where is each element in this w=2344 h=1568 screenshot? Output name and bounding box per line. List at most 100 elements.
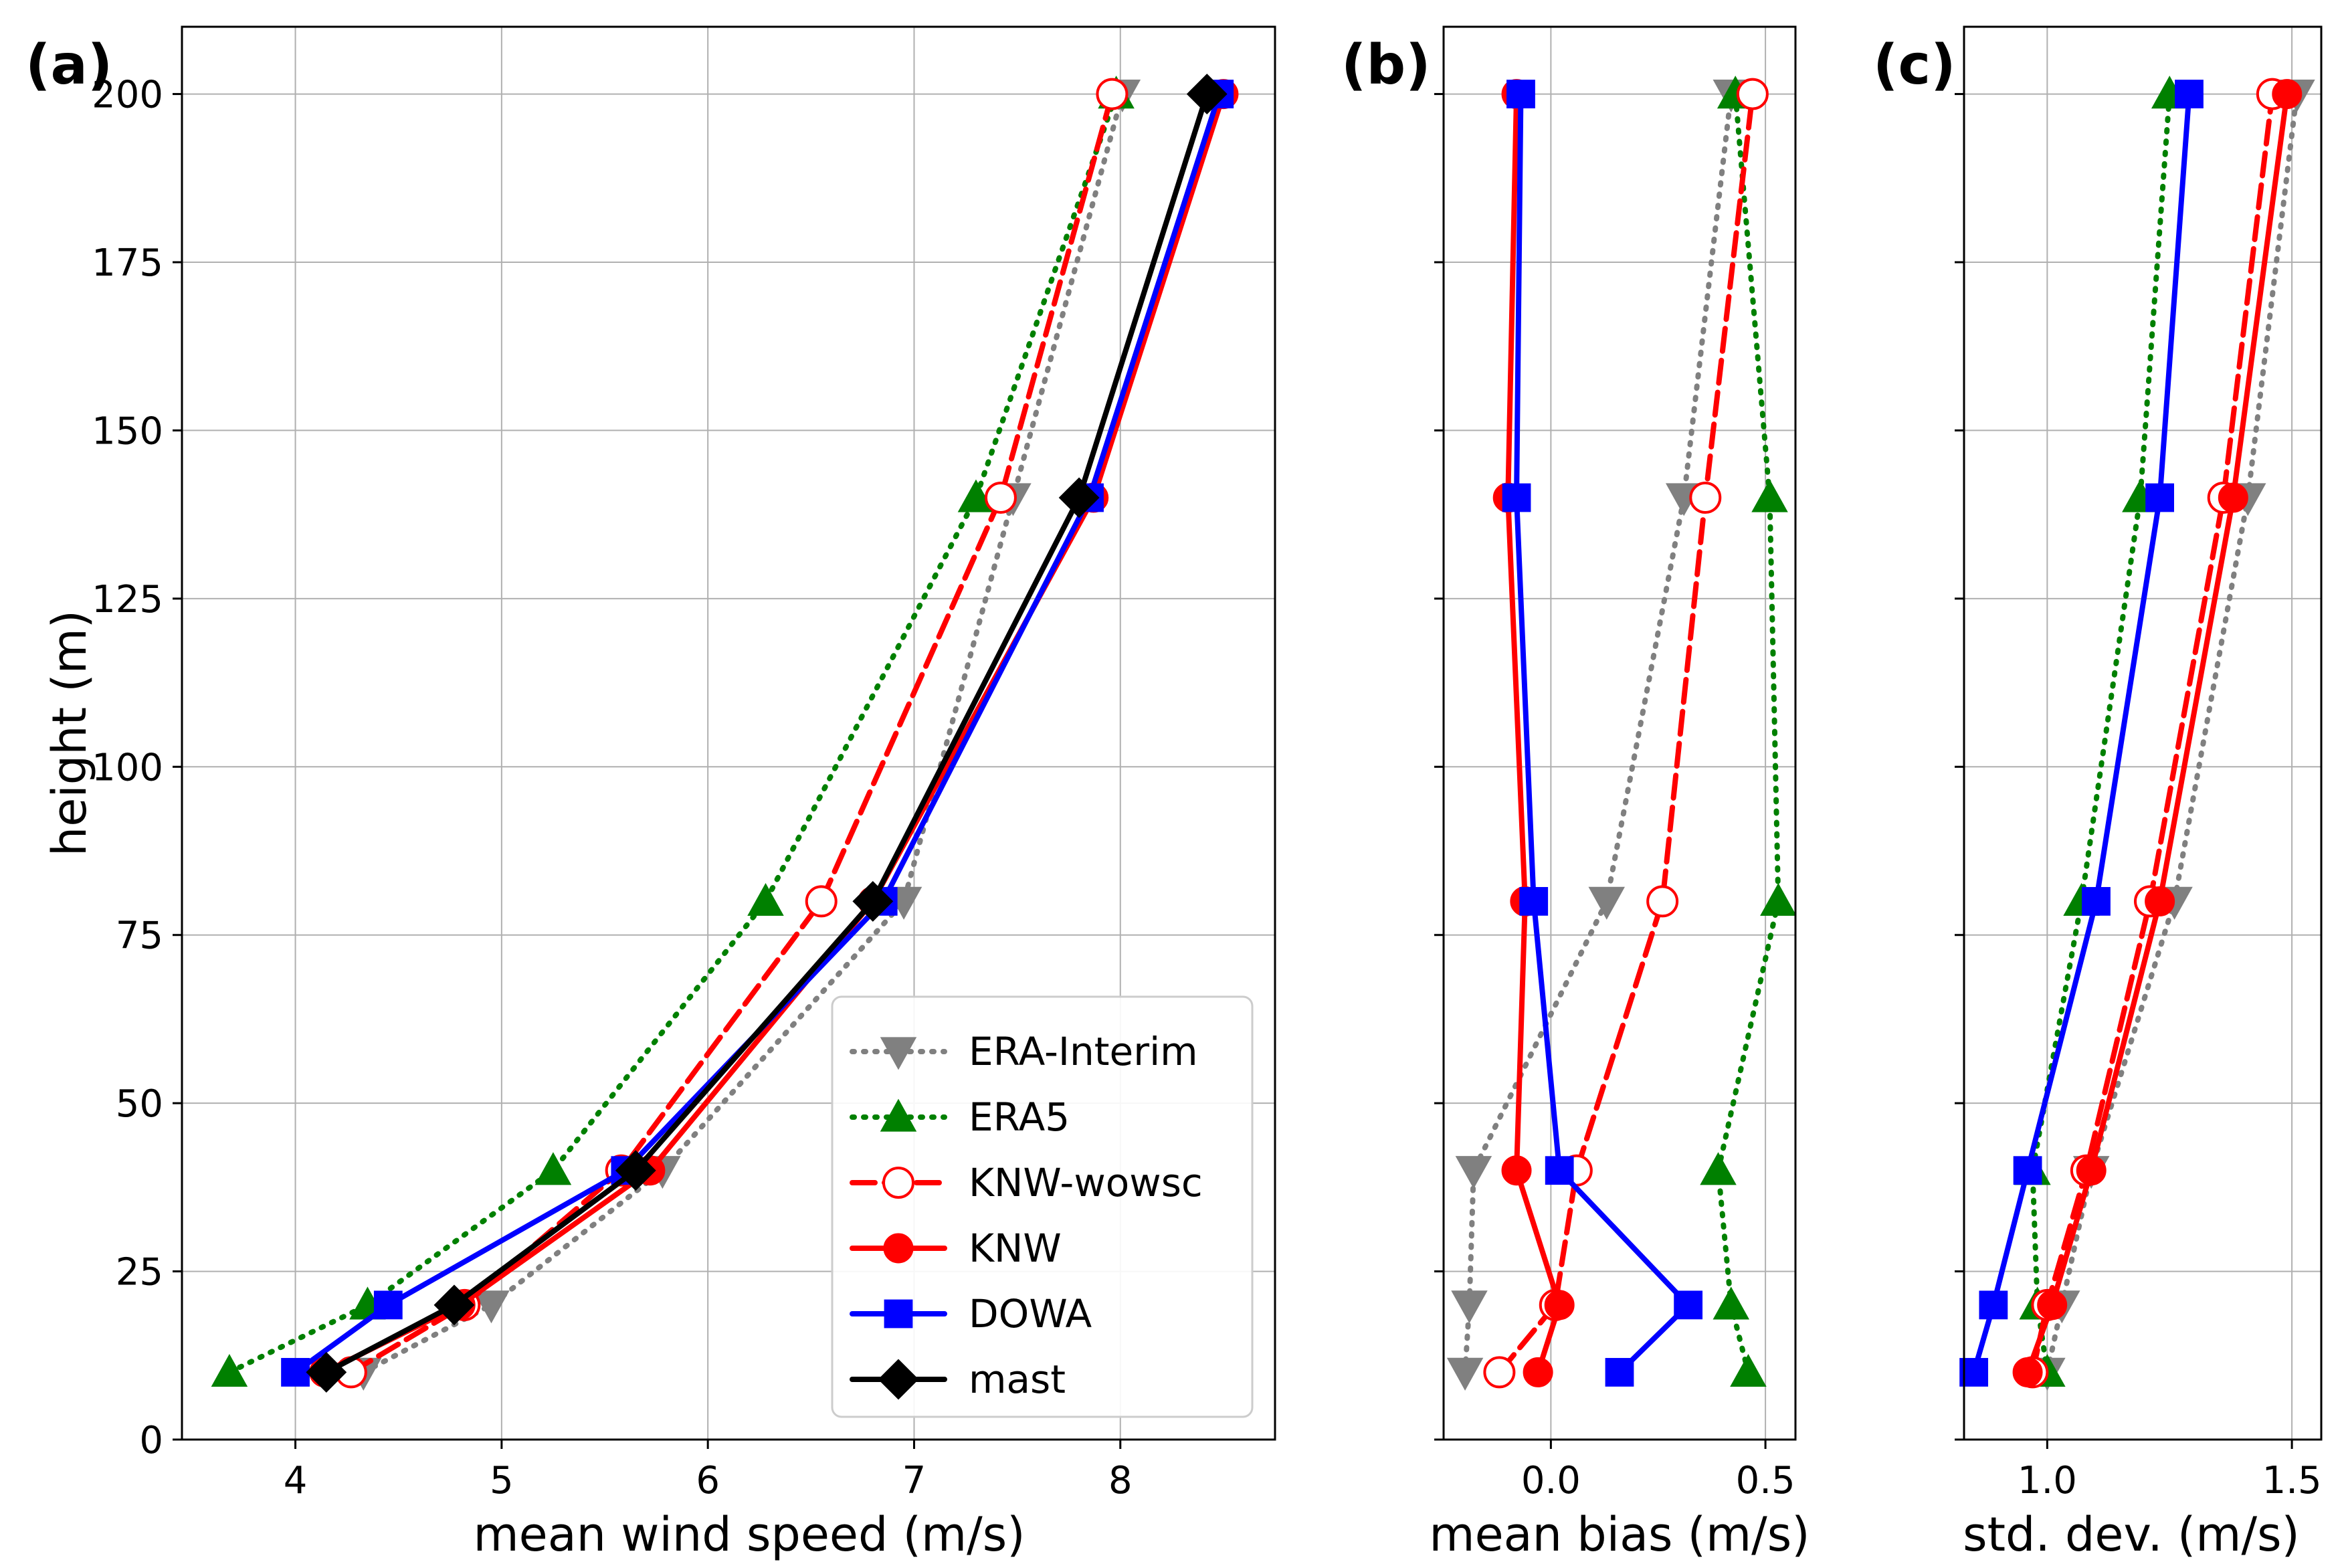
panel-a-xlabel: mean wind speed (m/s) [473,1507,1025,1562]
panel-a-xticks: 4 5 6 7 8 [284,1440,1133,1502]
panel-b-dowa-marker [1506,80,1535,108]
panel-b-era5-marker [1700,1152,1737,1185]
panel-a-mast-marker [1058,477,1100,518]
panel-a-ytick-label: 25 [116,1251,163,1294]
panel-a-ytick-label: 125 [92,578,163,621]
panel-a-ytick-label: 100 [92,746,163,789]
panel-b-dowa-marker [1545,1156,1574,1185]
legend-knw-wowsc-label: KNW-wowsc [969,1160,1203,1205]
panel-c-xlabel: std. dev. (m/s) [1963,1507,2300,1562]
panel-a-mast-marker [306,1352,347,1393]
panel-a-era-interim-marker [473,1290,510,1324]
panel-c-series [1959,76,2315,1391]
panel-a-xtick-label: 8 [1108,1459,1133,1502]
legend-entry-era5: ERA5 [850,1094,1070,1140]
panel-a-mast-marker [852,881,894,922]
panel-b-knw-marker [1501,1155,1532,1186]
legend-entry-era-interim: ERA-Interim [850,1029,1198,1074]
panel-a-grid [182,27,1275,1440]
panel-b-era5-marker [1713,1286,1750,1320]
panel-b-era-interim-marker [1451,1290,1488,1324]
panel-a-mast-marker [615,1150,656,1191]
legend-era5-label: ERA5 [969,1094,1070,1140]
panel-a-mast-line [323,91,1210,1375]
legend-entry-knw: KNW [850,1226,1062,1271]
panel-a-era5-line [226,91,1119,1375]
panel-b-dowa-marker [1502,483,1531,512]
panel-b-era5-marker [1751,479,1788,512]
panel-a-knw-wowsc-marker [805,885,838,918]
panel-a-ytick-label: 0 [139,1419,163,1462]
legend-era-interim-label: ERA-Interim [969,1029,1198,1074]
legend-mast-marker [878,1359,919,1400]
panel-c-xticks: 1.0 1.5 [2018,1440,2322,1502]
legend-entry-mast: mast [850,1357,1066,1402]
panel-b-frame [1442,25,1797,1441]
panel-c-knw-marker [2037,1290,2068,1320]
panel-a-knw-wowsc-marker [1096,78,1129,110]
panel-b-grid [1444,27,1795,1440]
panel-a-ytick-label: 150 [92,409,163,453]
panel-b-knw-wowsc-marker [1736,78,1769,110]
panel-b-era5-marker [1760,882,1797,916]
panel-b-knw-marker [1523,1357,1553,1387]
panel-c-label: (c) [1873,33,1956,97]
panel-c-dowa-marker [2082,887,2111,916]
panel-b-dowa-marker [1605,1358,1634,1387]
legend-knw-marker [883,1233,914,1264]
panel-a-series-mast [306,74,1228,1393]
panel-c-yticks [1955,93,1964,1441]
panel-a-ytick-label: 50 [116,1082,163,1126]
panel-a-frame [181,25,1276,1441]
panel-b-era5-marker [1730,1353,1767,1387]
panel-b-label: (b) [1341,33,1431,97]
legend-knw-wowsc-marker [882,1167,914,1199]
panel-a-xtick-label: 6 [696,1459,720,1502]
panel-a-label: (a) [25,33,112,97]
panel-c-knw-marker [2272,79,2303,110]
panel-b: 0.0 0.5 (b) mean bias (m/s) [1341,25,1810,1562]
legend: ERA-Interim ERA5 KNW-wowsc KNW DOWA mast [831,995,1254,1418]
legend-dowa-marker [884,1299,913,1329]
panel-a-era5-marker [747,882,784,916]
panel-c-series-knw [2012,79,2303,1387]
panel-c-dowa-marker [2175,80,2204,108]
panel-c-knw-marker [2145,886,2175,916]
panel-a-era5-marker [211,1353,248,1387]
panel-a-dowa-marker [373,1290,403,1320]
legend-entries: ERA-Interim ERA5 KNW-wowsc KNW DOWA mast [850,1029,1203,1402]
panel-b-knw-wowsc-marker [1646,885,1679,918]
panel-b-xlabel: mean bias (m/s) [1429,1507,1810,1562]
panel-b-series [1446,76,1797,1391]
panel-a-mast-marker [433,1284,475,1326]
panel-c-knw-marker [2076,1155,2107,1186]
legend-mast-label: mast [969,1357,1066,1402]
legend-dowa-label: DOWA [969,1291,1092,1337]
panel-b-knw-wowsc-marker [1689,482,1722,514]
panel-c-grid [1964,27,2321,1440]
panel-b-xtick-label: 0.0 [1521,1459,1581,1502]
panel-b-dowa-marker [1519,887,1549,916]
panel-b-era-interim-marker [1455,1156,1492,1189]
panel-a-era5-marker [534,1152,572,1185]
panel-b-knw-wowsc-marker [1483,1356,1516,1389]
panel-b-yticks [1434,93,1444,1441]
panel-c: 1.0 1.5 (c) std. dev. (m/s) [1873,25,2323,1562]
panel-a-ylabel: height (m) [42,610,97,856]
panel-b-xtick-label: 0.5 [1736,1459,1795,1502]
panel-a-ytick-label: 75 [116,914,163,958]
legend-entry-dowa: DOWA [850,1291,1092,1337]
legend-era-interim-marker [880,1037,917,1070]
panel-c-xtick-label: 1.0 [2018,1459,2077,1502]
panel-a-dowa-marker [281,1358,310,1387]
panel-c-dowa-marker [2145,483,2175,512]
panel-a-xtick-label: 5 [490,1459,514,1502]
panel-a-xtick-label: 4 [284,1459,308,1502]
panel-c-knw-marker [2218,482,2248,513]
panel-b-xticks: 0.0 0.5 [1521,1440,1795,1502]
panel-b-era-interim-marker [1588,886,1626,920]
panel-b-series-era-interim [1446,79,1750,1391]
panel-c-dowa-marker [1979,1290,2008,1320]
panel-b-series-era5 [1700,76,1797,1387]
